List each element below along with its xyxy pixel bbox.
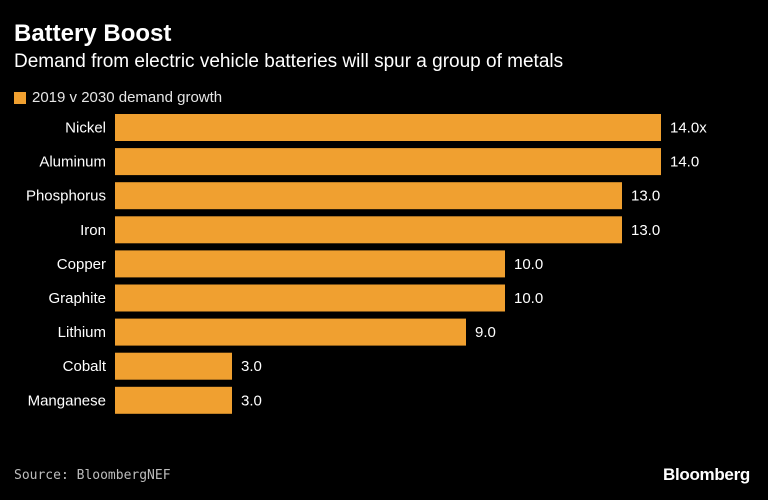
bar-aluminum <box>115 148 661 176</box>
legend-label: 2019 v 2030 demand growth <box>32 89 223 106</box>
value-label: 9.0 <box>475 324 496 341</box>
bar-copper <box>115 250 505 278</box>
category-label: Graphite <box>48 290 106 307</box>
category-label: Lithium <box>58 324 106 341</box>
bar-iron <box>115 216 622 244</box>
category-label: Nickel <box>65 120 106 137</box>
legend: 2019 v 2030 demand growth <box>14 89 222 107</box>
bar-manganese <box>115 386 232 414</box>
legend-swatch <box>14 92 26 104</box>
category-label: Cobalt <box>63 358 107 375</box>
brand-logo: Bloomberg <box>662 465 750 484</box>
value-label: 3.0 <box>241 392 262 409</box>
bar-phosphorus <box>115 182 622 210</box>
value-label: 14.0x <box>670 120 707 137</box>
chart-title: Battery Boost <box>14 20 172 47</box>
bar-nickel <box>115 114 661 141</box>
bar-graphite <box>115 284 505 312</box>
category-label: Manganese <box>28 392 106 409</box>
source-note: Source: BloombergNEF <box>14 468 171 483</box>
value-label: 14.0 <box>670 154 699 171</box>
value-label: 13.0 <box>631 222 660 239</box>
value-label: 13.0 <box>631 188 660 205</box>
category-label: Iron <box>80 222 106 239</box>
chart-subtitle: Demand from electric vehicle batteries w… <box>14 51 564 72</box>
category-label: Phosphorus <box>26 188 106 205</box>
bar-cobalt <box>115 352 232 380</box>
value-label: 10.0 <box>514 290 543 307</box>
value-label: 3.0 <box>241 358 262 375</box>
category-label: Copper <box>57 256 106 273</box>
bar-lithium <box>115 318 466 346</box>
value-label: 10.0 <box>514 256 543 273</box>
category-label: Aluminum <box>39 154 106 171</box>
